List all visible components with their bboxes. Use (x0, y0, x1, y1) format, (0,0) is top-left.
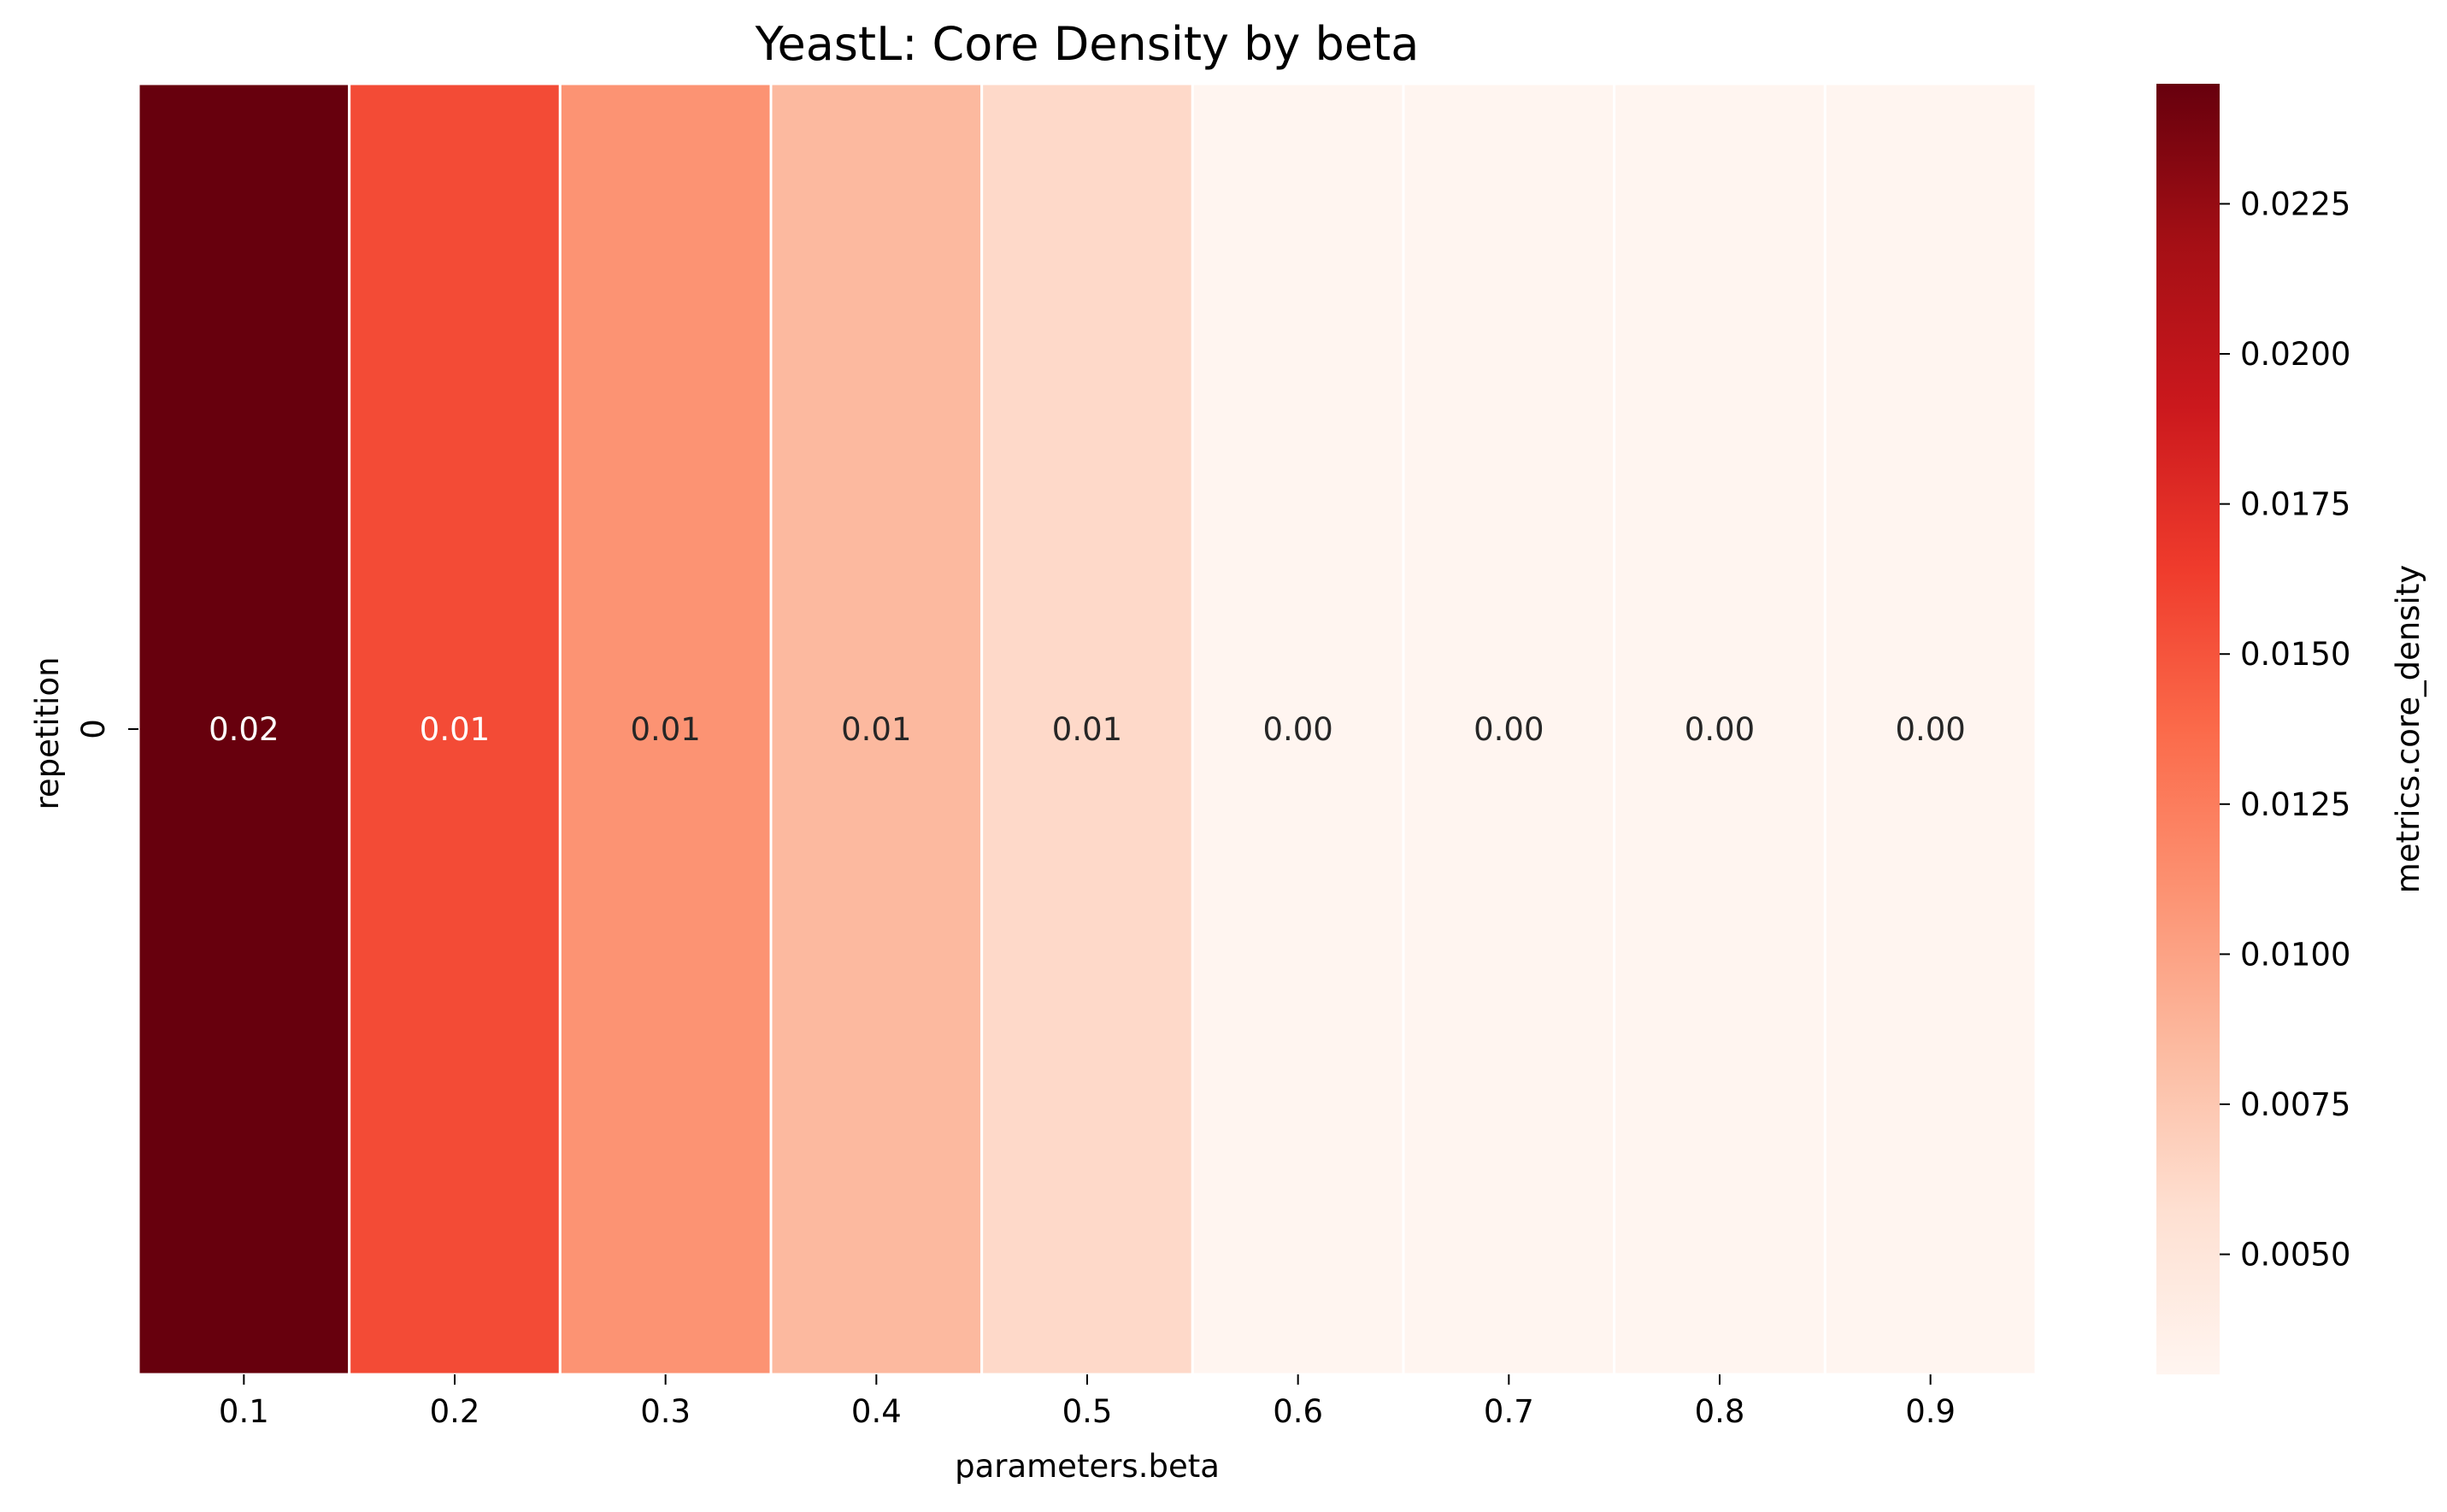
x-tick-label: 0.3 (640, 1393, 691, 1430)
colorbar-label: metrics.core_density (2390, 565, 2426, 894)
cell-value-label: 0.00 (1685, 711, 1755, 748)
cell-value-label: 0.01 (420, 711, 490, 748)
x-tick-label: 0.7 (1484, 1393, 1534, 1430)
colorbar-gradient (2156, 84, 2220, 1374)
heatmap-cell (769, 82, 984, 1376)
heatmap-cells (137, 82, 2038, 1376)
y-tick-label: 0 (75, 719, 112, 739)
colorbar-ticks: 0.0050 0.0075 0.0100 0.0125 0.0150 0.0175 0.02… (2220, 185, 2350, 1274)
colorbar-tick-label: 0.0100 (2240, 936, 2350, 973)
cell-value-label: 0.02 (209, 711, 279, 748)
colorbar-tick-label: 0.0175 (2240, 486, 2350, 523)
cell-value-label: 0.00 (1473, 711, 1544, 748)
chart-title: YeastL: Core Density by beta (755, 17, 1420, 71)
heatmap-cell (1191, 82, 1405, 1376)
colorbar: 0.0050 0.0075 0.0100 0.0125 0.0150 0.0175 0.02… (2156, 84, 2426, 1374)
colorbar-tick-label: 0.0200 (2240, 336, 2350, 373)
cell-value-label: 0.01 (841, 711, 911, 748)
x-tick-label: 0.9 (1905, 1393, 1956, 1430)
x-tick-label: 0.4 (851, 1393, 902, 1430)
colorbar-tick-label: 0.0050 (2240, 1237, 2350, 1274)
y-axis-label: repetition (29, 656, 66, 809)
cell-value-label: 0.00 (1895, 711, 1965, 748)
cell-value-label: 0.00 (1262, 711, 1332, 748)
colorbar-tick-label: 0.0225 (2240, 185, 2350, 222)
cell-value-label: 0.01 (630, 711, 700, 748)
heatmap-cell-labels: 0.02 0.01 0.01 0.01 0.01 0.00 0.00 0.00 0.00 (209, 711, 1966, 748)
x-axis-label: parameters.beta (955, 1448, 1220, 1485)
heatmap-cell (137, 82, 351, 1376)
x-axis: 0.1 0.2 0.3 0.4 0.5 0.6 0.7 0.8 0.9 (219, 1374, 1956, 1430)
heatmap-cell (558, 82, 773, 1376)
colorbar-tick-label: 0.0150 (2240, 636, 2350, 673)
x-tick-label: 0.8 (1695, 1393, 1745, 1430)
colorbar-tick-label: 0.0125 (2240, 786, 2350, 823)
heatmap-cell (1613, 82, 1826, 1376)
x-tick-label: 0.1 (219, 1393, 269, 1430)
heatmap-cell (348, 82, 562, 1376)
x-tick-label: 0.5 (1062, 1393, 1113, 1430)
x-tick-label: 0.6 (1273, 1393, 1323, 1430)
x-tick-label: 0.2 (430, 1393, 480, 1430)
colorbar-tick-label: 0.0075 (2240, 1086, 2350, 1123)
y-axis: 0 (75, 719, 138, 739)
heatmap-cell (980, 82, 1194, 1376)
cell-value-label: 0.01 (1052, 711, 1122, 748)
